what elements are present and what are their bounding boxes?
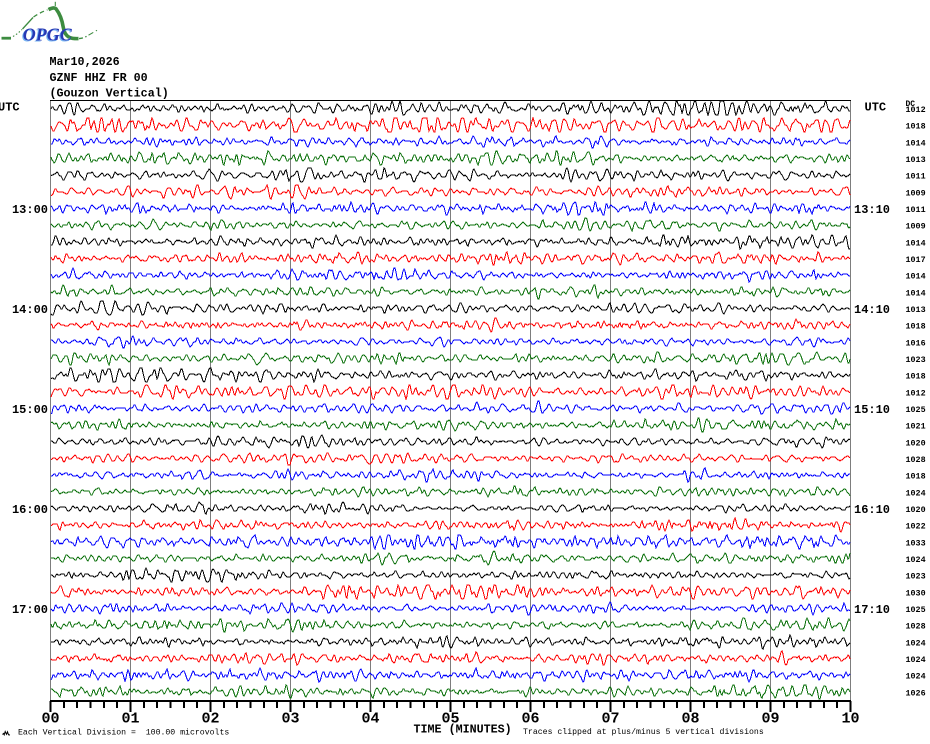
svg-text:1014: 1014 (906, 238, 926, 248)
svg-text:1009: 1009 (906, 222, 926, 232)
svg-text:1025: 1025 (906, 605, 926, 615)
svg-text:1014: 1014 (906, 138, 926, 148)
svg-text:TIME (MINUTES): TIME (MINUTES) (414, 723, 512, 737)
svg-text:09: 09 (761, 711, 779, 728)
svg-text:1018: 1018 (906, 322, 926, 332)
svg-text:17:10: 17:10 (854, 603, 890, 617)
svg-text:16:10: 16:10 (854, 503, 890, 517)
svg-text:01: 01 (121, 711, 139, 728)
svg-text:13:10: 13:10 (854, 203, 890, 217)
svg-text:03: 03 (281, 711, 299, 728)
svg-text:Traces clipped at plus/minus 5: Traces clipped at plus/minus 5 vertical … (523, 727, 764, 737)
svg-text:07: 07 (601, 711, 619, 728)
svg-text:(Gouzon Vertical): (Gouzon Vertical) (50, 87, 169, 101)
svg-text:UTC: UTC (865, 101, 887, 115)
svg-text:1020: 1020 (906, 438, 926, 448)
svg-text:1018: 1018 (906, 122, 926, 132)
svg-text:08: 08 (681, 711, 699, 728)
svg-text:1024: 1024 (906, 655, 926, 665)
svg-text:1023: 1023 (906, 572, 926, 582)
svg-text:1024: 1024 (906, 488, 926, 498)
svg-text:13:00: 13:00 (12, 203, 48, 217)
svg-text:1011: 1011 (906, 205, 926, 215)
svg-text:06: 06 (521, 711, 539, 728)
svg-text:1012: 1012 (906, 388, 926, 398)
svg-text:1017: 1017 (906, 255, 926, 265)
svg-text:14:10: 14:10 (854, 303, 890, 317)
svg-text:1023: 1023 (906, 355, 926, 365)
svg-text:16:00: 16:00 (12, 503, 48, 517)
svg-text:OPGC: OPGC (22, 26, 72, 46)
svg-text:1014: 1014 (906, 288, 926, 298)
svg-text:1018: 1018 (906, 372, 926, 382)
svg-text:1016: 1016 (906, 338, 926, 348)
svg-text:1022: 1022 (906, 522, 926, 532)
svg-text:05: 05 (441, 711, 459, 728)
svg-text:10: 10 (841, 711, 859, 728)
svg-text:1028: 1028 (906, 622, 926, 632)
svg-text:15:00: 15:00 (12, 403, 48, 417)
svg-text:Each Vertical Division = 100.: Each Vertical Division = 100.00 microvol… (18, 728, 229, 738)
svg-text:1013: 1013 (906, 155, 926, 165)
svg-text:17:00: 17:00 (12, 603, 48, 617)
svg-text:1018: 1018 (906, 472, 926, 482)
svg-text:1030: 1030 (906, 588, 926, 598)
svg-text:1020: 1020 (906, 505, 926, 515)
svg-text:1011: 1011 (906, 172, 926, 182)
svg-text:02: 02 (201, 711, 219, 728)
svg-text:1012: 1012 (906, 105, 926, 115)
svg-text:1024: 1024 (906, 672, 926, 682)
svg-text:1009: 1009 (906, 188, 926, 198)
svg-text:15:10: 15:10 (854, 403, 890, 417)
svg-text:1033: 1033 (906, 538, 926, 548)
svg-text:14:00: 14:00 (12, 303, 48, 317)
svg-text:1026: 1026 (906, 688, 926, 698)
svg-text:1028: 1028 (906, 455, 926, 465)
svg-text:1014: 1014 (906, 272, 926, 282)
svg-text:Mar10,2026: Mar10,2026 (50, 55, 120, 69)
svg-text:OPGC: OPGC (23, 25, 73, 45)
svg-text:1024: 1024 (906, 555, 926, 565)
svg-text:1021: 1021 (906, 422, 926, 432)
svg-text:GZNF HHZ FR 00: GZNF HHZ FR 00 (50, 71, 148, 85)
svg-text:00: 00 (41, 711, 59, 728)
svg-text:1024: 1024 (906, 638, 926, 648)
svg-text:04: 04 (361, 711, 379, 728)
svg-text:DC: DC (906, 100, 916, 109)
svg-text:1025: 1025 (906, 405, 926, 415)
svg-text:UTC: UTC (0, 101, 20, 115)
svg-text:1013: 1013 (906, 305, 926, 315)
